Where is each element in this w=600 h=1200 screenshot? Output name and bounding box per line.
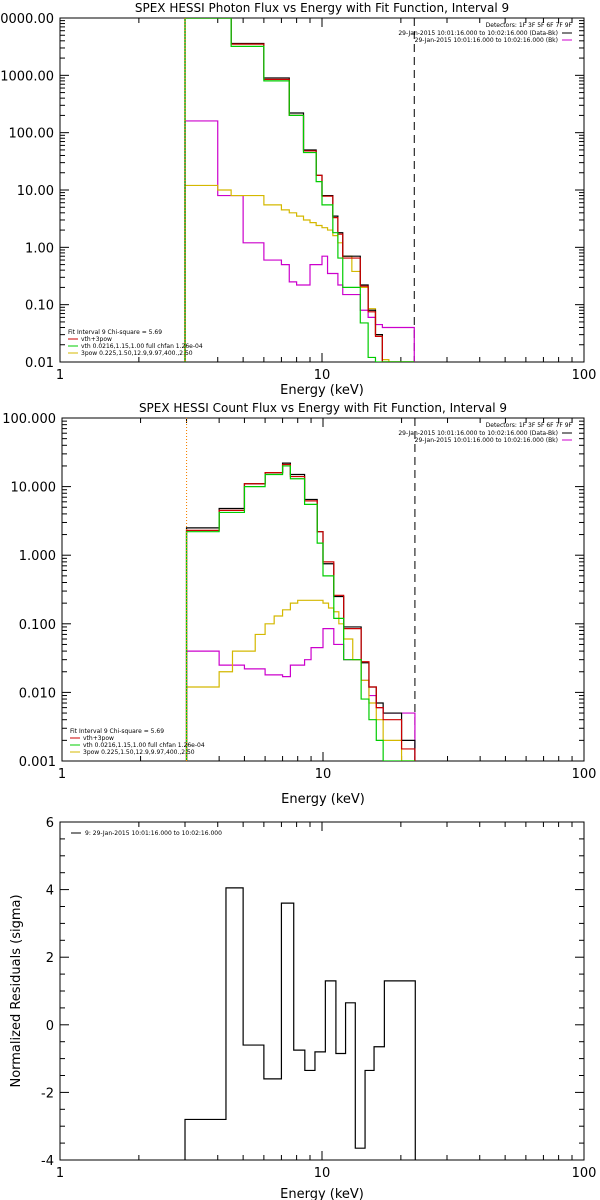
y-tick-label: 10000.00 bbox=[0, 12, 54, 27]
chart-title: SPEX HESSI Photon Flux vs Energy with Fi… bbox=[135, 1, 509, 15]
series-9-29-jan-2015-10-01-16-000-to-10-02-16-000 bbox=[184, 887, 416, 1160]
x-tick-label: 100 bbox=[572, 368, 597, 383]
series-data-bk bbox=[185, 462, 416, 761]
series-bk bbox=[185, 628, 416, 761]
series-vth-3pow bbox=[184, 18, 415, 362]
x-tick-label: 10 bbox=[314, 368, 331, 383]
plot-frame bbox=[61, 417, 585, 762]
series-bk bbox=[184, 120, 415, 362]
chart-panel-1: 1 10 100 0.01 0.10 1.00 10.00 100.00 1000.00 1000… bbox=[0, 1, 596, 398]
y-tick-label: 1.000 bbox=[19, 549, 56, 564]
fit-info-label: Fit Interval 9 Chi-square = 5.69 bbox=[68, 329, 162, 336]
legend-entry: vth+3pow bbox=[81, 336, 112, 343]
y-tick-label: 1000.00 bbox=[0, 69, 54, 84]
y-tick-label: 0 bbox=[46, 1019, 54, 1034]
y-tick-label: 0.100 bbox=[19, 618, 56, 633]
detectors-label: Detectors: 1F 3F 5F 6F 7F 9F bbox=[486, 22, 573, 29]
y-tick-label: 0.001 bbox=[19, 755, 56, 770]
legend-entry: 3pow 0.225,1.50,12.9,9.97,400.,2.50 bbox=[81, 350, 193, 357]
fit-info-label: Fit Interval 9 Chi-square = 5.69 bbox=[70, 728, 164, 735]
chart-panel-2: 1 10 100 0.001 0.010 0.100 1.000 10.000 100.000 S… bbox=[2, 401, 596, 807]
legend-entry: 29-Jan-2015 10:01:16.000 to 10:02:16.000… bbox=[398, 430, 558, 437]
series-3pow bbox=[185, 599, 415, 761]
legend-entry: 9: 29-Jan-2015 10:01:16.000 to 10:02:16.… bbox=[85, 830, 222, 837]
legend-entry: 29-Jan-2015 10:01:16.000 to 10:02:16.000… bbox=[415, 37, 558, 44]
y-tick-label: 0.010 bbox=[19, 686, 56, 701]
legend-entry: vth 0.0216,1.15,1.00 full chfan 1.26e-04 bbox=[81, 343, 203, 350]
x-axis-label: Energy (keV) bbox=[280, 1187, 364, 1200]
x-tick-label: 1 bbox=[56, 1166, 64, 1181]
x-tick-label: 100 bbox=[572, 1166, 597, 1181]
y-tick-label: -4 bbox=[41, 1154, 54, 1169]
y-tick-label: 100.00 bbox=[9, 127, 55, 142]
x-tick-label: 10 bbox=[315, 767, 332, 782]
y-tick-label: 2 bbox=[46, 951, 54, 966]
legend-entry: vth 0.0216,1.15,1.00 full chfan 1.26e-04 bbox=[83, 742, 205, 749]
y-tick-label: 0.01 bbox=[25, 356, 54, 371]
legend-entry: vth+3pow bbox=[83, 735, 114, 742]
series-3pow bbox=[184, 184, 415, 362]
x-axis-label: Energy (keV) bbox=[280, 383, 364, 398]
y-tick-label: 4 bbox=[46, 884, 54, 899]
x-tick-label: 100 bbox=[572, 767, 597, 782]
chart-title: SPEX HESSI Count Flux vs Energy with Fit… bbox=[139, 401, 507, 415]
x-tick-label: 1 bbox=[56, 368, 64, 383]
legend-entry: 29-Jan-2015 10:01:16.000 to 10:02:16.000… bbox=[415, 437, 558, 444]
y-tick-label: 6 bbox=[46, 816, 54, 831]
y-tick-label: 0.10 bbox=[25, 299, 54, 314]
y-tick-label: 10.00 bbox=[17, 184, 54, 199]
y-tick-label: -2 bbox=[41, 1086, 54, 1101]
series-vth bbox=[185, 465, 415, 761]
series-vth-3pow bbox=[185, 463, 416, 761]
y-tick-label: 100.000 bbox=[2, 412, 56, 427]
x-tick-label: 10 bbox=[314, 1166, 331, 1181]
legend-entry: 3pow 0.225,1.50,12.9,9.97,400.,2.50 bbox=[83, 749, 195, 756]
x-axis-label: Energy (keV) bbox=[281, 792, 365, 807]
y-tick-label: 10.000 bbox=[11, 481, 57, 496]
chart-panel-3: 1 10 100 -4 -2 0 2 4 6 Energy (keV) Normalized Res… bbox=[9, 816, 596, 1200]
y-axis-label: Normalized Residuals (sigma) bbox=[9, 894, 24, 1087]
detectors-label: Detectors: 1F 3F 5F 6F 7F 9F bbox=[486, 422, 573, 429]
plot-frame bbox=[59, 821, 585, 1161]
y-tick-label: 1.00 bbox=[25, 241, 54, 256]
series-vth bbox=[184, 18, 415, 362]
legend-entry: 29-Jan-2015 10:01:16.000 to 10:02:16.000… bbox=[398, 30, 558, 37]
x-tick-label: 1 bbox=[58, 767, 66, 782]
